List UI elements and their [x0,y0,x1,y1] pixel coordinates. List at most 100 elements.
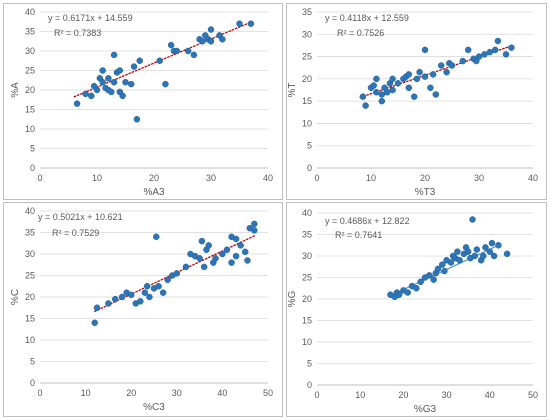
data-point [490,252,498,260]
y-tick-label: 10 [302,337,312,347]
y-tick-label: 35 [302,7,312,17]
y-axis-title: %T [287,83,298,98]
chart-panel-a: 0 5 10 15 20 25 30 35 40 0 10 20 30 40 %A3 %A y = 0.6171… [3,3,283,200]
data-point [429,71,437,78]
y-tick-label: 30 [302,251,312,261]
data-point [137,298,144,305]
y-tick-label: 35 [25,27,35,37]
data-point [228,259,235,266]
y-tick-label: 15 [25,105,35,115]
x-tick-label: 40 [528,173,538,183]
y-tick-label: 20 [25,292,35,302]
data-point [99,67,106,74]
y-tick-label: 20 [25,85,35,95]
scatter-chart-g: 0 5 10 15 20 25 30 35 40 0 10 20 30 40 50 %G3 %G y = 0.46… [287,208,538,415]
data-point [119,92,126,100]
y-tick-label: 40 [25,206,35,216]
data-point [155,283,162,290]
r-squared-label: R² = 0.7383 [54,28,101,38]
x-tick-label: 50 [528,390,538,400]
y-tick-label: 0 [307,163,312,173]
data-point [430,276,437,283]
data-point [182,263,190,271]
data-point [99,78,106,86]
data-point [486,48,494,56]
chart-panel-g: 0 5 10 15 20 25 30 35 40 0 10 20 30 40 50 %G3 %G y = 0.46… [286,202,547,417]
y-axis-title: %G [287,290,298,307]
data-point [159,289,167,296]
data-point [91,319,98,327]
data-point [136,57,143,64]
y-tick-label: 35 [25,228,35,238]
data-point [448,62,456,69]
x-tick-label: 20 [126,388,136,398]
data-point [482,244,489,251]
x-tick-label: 30 [172,388,182,398]
y-tick-label: 30 [25,46,35,56]
y-tick-label: 25 [25,271,35,281]
x-tick-label: 0 [314,173,319,183]
data-point [122,78,129,86]
y-tick-label: 10 [25,335,35,345]
x-tick-label: 20 [149,173,159,183]
data-point [146,293,153,301]
data-point [199,38,206,45]
data-point [105,300,112,307]
data-point [437,62,445,69]
data-point [389,75,396,83]
data-point [153,233,160,241]
trend-equation: y = 0.4118x + 12.559 [325,13,409,23]
data-point [73,100,81,107]
r-squared-label: R² = 0.7526 [337,28,384,38]
x-tick-label: 40 [485,390,495,400]
x-tick-label: 20 [420,173,430,183]
y-tick-label: 5 [30,357,35,367]
data-point [416,68,423,76]
data-point [127,80,135,88]
data-point [133,116,141,123]
data-point [244,257,251,264]
data-point [93,86,101,94]
r-squared-label: R² = 0.7641 [335,230,382,240]
data-point [491,46,499,54]
y-tick-label: 10 [302,118,312,128]
data-point [464,248,472,255]
data-point [456,257,463,264]
trend-equation: y = 0.5021x + 10.621 [38,212,123,222]
y-tick-label: 15 [25,314,35,324]
data-point [454,248,461,255]
data-point [432,91,440,98]
y-axis-title: %C [10,289,21,305]
data-point [162,80,169,88]
data-point [394,80,402,87]
y-tick-label: 35 [302,230,312,240]
x-tick-label: 10 [81,388,91,398]
data-point [421,73,429,80]
data-point [141,289,149,296]
data-point [173,270,181,277]
data-point [247,20,255,27]
data-point [241,248,249,256]
data-point [421,46,429,54]
data-point [502,51,510,58]
y-tick-label: 20 [302,74,312,84]
y-tick-label: 5 [30,144,35,154]
data-point [236,20,243,27]
data-point [486,248,494,255]
data-point [156,57,163,64]
data-point [443,68,450,76]
x-tick-label: 10 [92,173,102,183]
data-point [200,263,208,271]
data-point [395,291,403,298]
data-point [373,75,380,83]
data-point [184,47,192,55]
data-point [471,252,478,260]
y-tick-label: 10 [25,124,35,134]
y-tick-label: 25 [25,66,35,76]
data-point [473,246,481,253]
trend-equation: y = 0.6171x + 14.559 [48,13,133,23]
data-point [207,26,215,33]
x-tick-label: 0 [37,388,42,398]
data-point [212,255,219,262]
data-point [362,102,369,109]
